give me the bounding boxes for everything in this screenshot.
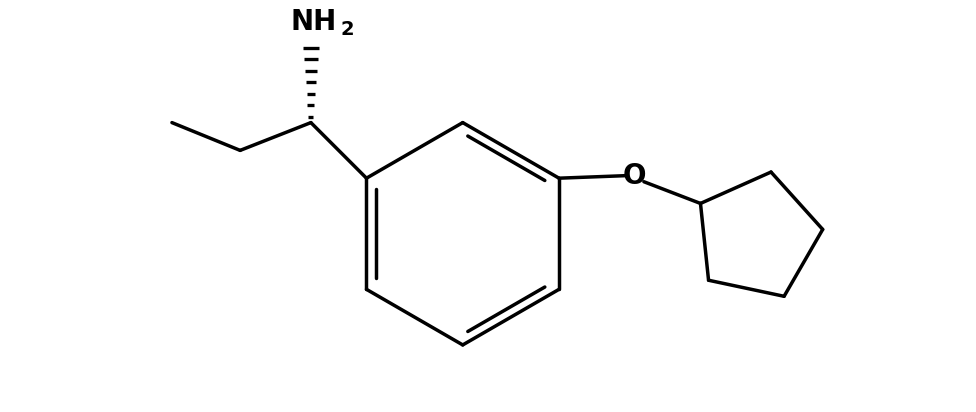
Text: O: O <box>623 162 646 190</box>
Text: NH: NH <box>290 8 337 36</box>
Text: 2: 2 <box>341 20 354 39</box>
